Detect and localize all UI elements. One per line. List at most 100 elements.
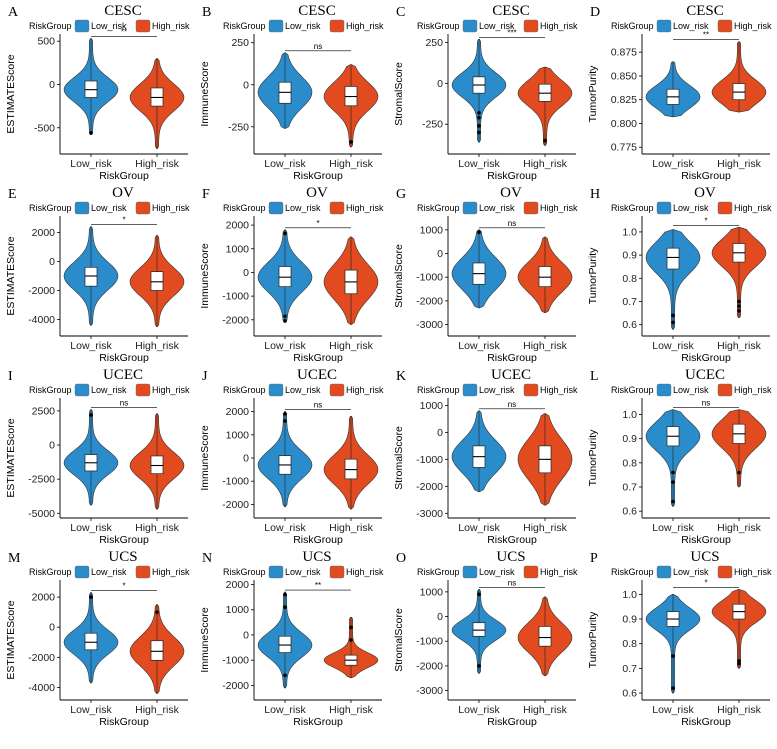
legend-label-high: High_risk xyxy=(152,385,190,395)
outlier-point xyxy=(283,592,287,597)
legend-swatch-low xyxy=(74,565,90,579)
legend-title: RiskGroup xyxy=(417,21,460,31)
y-tick-label: 0.9 xyxy=(622,433,637,445)
y-tick-label: 0.7 xyxy=(622,482,637,494)
y-tick-label: 2000 xyxy=(32,592,56,604)
legend-label-high: High_risk xyxy=(346,21,384,31)
y-tick-label: 0 xyxy=(243,629,249,641)
panel-letter: E xyxy=(8,187,17,202)
legend-swatch-low xyxy=(268,383,284,397)
legend-label-high: High_risk xyxy=(734,385,772,395)
y-axis-title: ESTIMATEScore xyxy=(5,600,17,679)
legend-label-high: High_risk xyxy=(540,385,578,395)
outlier-point xyxy=(671,320,675,325)
y-axis-title: StromalScore xyxy=(393,426,405,490)
y-axis-title: TumorPurity xyxy=(587,611,599,669)
y-axis-title: ImmuneScore xyxy=(199,425,211,491)
x-tick-label: Low_risk xyxy=(652,522,694,534)
outlier-point xyxy=(283,412,287,416)
panel-letter: M xyxy=(8,551,21,566)
x-tick-label: Low_risk xyxy=(458,158,500,170)
panel-title: UCS xyxy=(302,549,331,565)
box-iqr xyxy=(278,266,292,288)
box-iqr xyxy=(150,455,164,475)
legend-title: RiskGroup xyxy=(223,385,266,395)
legend-swatch-high xyxy=(523,201,539,215)
x-tick-label: Low_risk xyxy=(652,340,694,352)
panel-title: OV xyxy=(112,185,134,201)
legend-title: RiskGroup xyxy=(611,567,654,577)
y-tick-label: 500 xyxy=(37,36,55,48)
box-iqr xyxy=(344,458,358,480)
significance-label: ns xyxy=(314,42,322,51)
legend-label-high: High_risk xyxy=(734,567,772,577)
legend-swatch-low xyxy=(74,383,90,397)
legend-label-high: High_risk xyxy=(734,203,772,213)
outlier-point xyxy=(671,499,675,504)
panel-letter: H xyxy=(590,187,600,202)
significance-label: ns xyxy=(120,399,128,408)
x-tick-label: High_risk xyxy=(135,522,180,534)
significance-label: * xyxy=(122,216,125,225)
y-tick-label: 250 xyxy=(425,37,443,49)
y-tick-label: 2000 xyxy=(226,579,250,591)
y-tick-label: -3000 xyxy=(416,508,443,520)
legend-label-low: Low_risk xyxy=(285,21,321,31)
legend-swatch-low xyxy=(462,565,478,579)
y-axis-title: ImmuneScore xyxy=(199,607,211,673)
legend-swatch-high xyxy=(135,201,151,215)
y-tick-label: -1000 xyxy=(416,454,443,466)
y-tick-label: 2500 xyxy=(32,405,56,417)
x-axis-title: RiskGroup xyxy=(293,170,343,182)
y-tick-label: 1000 xyxy=(420,400,444,412)
outlier-point xyxy=(283,605,287,610)
outlier-point xyxy=(737,299,741,304)
legend-swatch-low xyxy=(74,201,90,215)
y-tick-label: 2000 xyxy=(226,406,250,418)
panel-letter: O xyxy=(396,551,406,566)
legend-title: RiskGroup xyxy=(611,385,654,395)
y-tick-label: -500 xyxy=(34,122,55,134)
y-tick-label: 0.8 xyxy=(622,638,637,650)
y-tick-label: 0 xyxy=(49,440,55,452)
y-tick-label: 2000 xyxy=(32,227,56,239)
legend-label-low: Low_risk xyxy=(479,203,515,213)
outlier-point xyxy=(737,309,741,313)
significance-label: * xyxy=(704,578,707,587)
legend-label-high: High_risk xyxy=(346,567,384,577)
x-tick-label: High_risk xyxy=(523,340,568,352)
y-tick-label: 0.825 xyxy=(611,94,637,106)
y-tick-label: -2000 xyxy=(416,295,443,307)
x-tick-label: High_risk xyxy=(717,522,762,534)
legend-swatch-high xyxy=(135,383,151,397)
y-tick-label: 0.9 xyxy=(622,250,637,262)
y-tick-label: 1.0 xyxy=(622,589,637,601)
legend-swatch-high xyxy=(135,19,151,33)
outlier-point xyxy=(737,659,741,663)
panel-title: CESC xyxy=(104,3,142,19)
legend-label-low: Low_risk xyxy=(673,567,709,577)
y-tick-label: -2000 xyxy=(28,285,55,297)
y-tick-label: 0.850 xyxy=(611,70,637,82)
legend-swatch-low xyxy=(268,19,284,33)
panel-title: UCEC xyxy=(491,367,531,383)
x-axis-title: RiskGroup xyxy=(99,534,149,546)
legend-label-low: Low_risk xyxy=(479,567,515,577)
y-axis-title: StromalScore xyxy=(393,244,405,308)
legend-label-high: High_risk xyxy=(152,21,190,31)
legend-label-high: High_risk xyxy=(346,203,384,213)
panel-title: UCEC xyxy=(103,367,143,383)
y-tick-label: 0 xyxy=(243,267,249,279)
y-tick-label: 0 xyxy=(243,79,249,91)
y-tick-label: 0.6 xyxy=(622,319,637,331)
legend-label-high: High_risk xyxy=(540,203,578,213)
legend-title: RiskGroup xyxy=(29,385,72,395)
